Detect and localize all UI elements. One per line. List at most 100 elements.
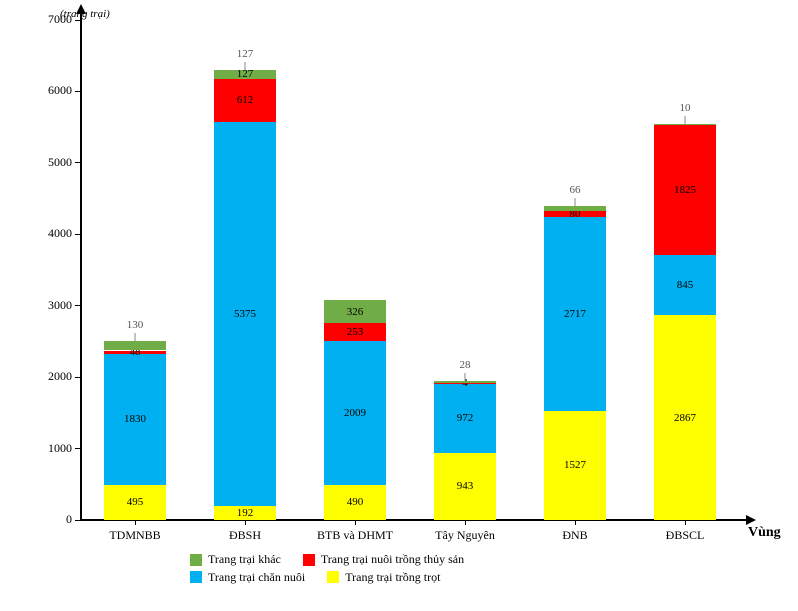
bar-top-leader: [685, 116, 686, 124]
bar-top-label: 10: [680, 102, 691, 114]
bar: 943972428: [434, 381, 496, 520]
legend-item: Trang trại khác: [190, 552, 281, 567]
bar-value-label: 127: [237, 68, 254, 80]
bar-value-label: 972: [457, 412, 474, 424]
legend-row: Trang trại chăn nuôi Trang trại trồng trọ…: [190, 570, 690, 588]
bar-segment: [104, 341, 166, 350]
bar-segment: 972: [434, 383, 496, 452]
bar-segment: [434, 381, 496, 383]
legend-item: Trang trại nuôi trồng thủy sản: [303, 552, 464, 567]
legend-label: Trang trại chăn nuôi: [208, 570, 305, 585]
y-tick-label: 3000: [32, 298, 72, 313]
bar-top-label: 130: [127, 319, 144, 331]
bar-value-label: 5375: [234, 308, 256, 320]
y-tick: [75, 234, 80, 235]
bar: 490 2009 253 326: [324, 300, 386, 520]
bar-value-label: 2009: [344, 407, 366, 419]
bar: 1925375612127127: [214, 70, 276, 520]
x-tick: [575, 520, 576, 525]
bar-segment: [544, 206, 606, 211]
x-tick: [135, 520, 136, 525]
legend-swatch: [303, 554, 315, 566]
bar: 152727178066: [544, 206, 606, 520]
category-label: TDMNBB: [109, 528, 160, 543]
bar-segment: 253: [324, 323, 386, 341]
bar-value-label: 2717: [564, 308, 586, 320]
bar-segment: 326: [324, 300, 386, 323]
y-tick-label: 4000: [32, 226, 72, 241]
x-axis-title: Vùng: [748, 525, 781, 541]
bar-value-label: 326: [347, 306, 364, 318]
x-axis-arrow: [746, 515, 756, 525]
y-tick: [75, 91, 80, 92]
bar-segment: 490: [324, 485, 386, 520]
bar-segment: 2009: [324, 341, 386, 485]
bar-top-leader: [135, 333, 136, 341]
y-tick: [75, 448, 80, 449]
legend-swatch: [327, 571, 339, 583]
bar-value-label: 253: [347, 326, 364, 338]
y-tick: [75, 20, 80, 21]
legend-item: Trang trại trồng trọt: [327, 570, 440, 585]
bar-segment: 5375: [214, 122, 276, 506]
bar-segment: 127: [214, 70, 276, 79]
legend-label: Trang trại khác: [208, 552, 281, 567]
y-axis: [80, 12, 82, 520]
x-tick: [685, 520, 686, 525]
legend-swatch: [190, 554, 202, 566]
bar-value-label: 612: [237, 94, 254, 106]
bar-value-label: 2867: [674, 412, 696, 424]
category-label: ĐBSH: [229, 528, 261, 543]
bar-value-label: 495: [127, 496, 144, 508]
bar: 2867845182510: [654, 124, 716, 520]
category-label: ĐNB: [562, 528, 587, 543]
legend-swatch: [190, 571, 202, 583]
bar-value-label: 1825: [674, 184, 696, 196]
bar: 495183048130: [104, 341, 166, 520]
bar-segment: 2867: [654, 315, 716, 520]
legend-row: Trang trại khác Trang trại nuôi trồng thủ…: [190, 552, 690, 570]
x-tick: [245, 520, 246, 525]
bar-segment: 845: [654, 255, 716, 315]
y-tick: [75, 162, 80, 163]
y-axis-arrow: [76, 4, 86, 14]
bar-value-label: 490: [347, 496, 364, 508]
y-tick-label: 0: [32, 512, 72, 527]
bar-segment: 2717: [544, 217, 606, 411]
x-tick: [355, 520, 356, 525]
bar-segment: [654, 124, 716, 125]
bar-value-label: 192: [237, 507, 254, 519]
legend: Trang trại khác Trang trại nuôi trồng thủ…: [190, 552, 690, 587]
bar-value-label: 845: [677, 279, 694, 291]
bar-segment: 612: [214, 79, 276, 123]
y-tick: [75, 520, 80, 521]
bar-top-label: 127: [237, 48, 254, 60]
bar-segment: 1825: [654, 125, 716, 255]
bar-segment: 495: [104, 485, 166, 520]
bar-top-leader: [465, 373, 466, 381]
chart-container: (trang trại) 010002000300040005000600070…: [0, 0, 798, 611]
category-label: Tây Nguyên: [435, 528, 495, 543]
category-label: BTB và DHMT: [317, 528, 393, 543]
bar-value-label: 943: [457, 480, 474, 492]
bar-segment: 48: [104, 351, 166, 354]
y-tick-label: 5000: [32, 155, 72, 170]
category-label: ĐBSCL: [666, 528, 705, 543]
bar-top-leader: [245, 62, 246, 70]
bar-value-label: 1527: [564, 459, 586, 471]
y-tick-label: 1000: [32, 441, 72, 456]
y-tick-label: 6000: [32, 83, 72, 98]
x-tick: [465, 520, 466, 525]
y-tick-label: 2000: [32, 369, 72, 384]
legend-label: Trang trại nuôi trồng thủy sản: [321, 552, 464, 567]
bar-segment: 1830: [104, 354, 166, 485]
bar-segment: 943: [434, 453, 496, 520]
bar-segment: 80: [544, 211, 606, 217]
y-tick: [75, 377, 80, 378]
legend-label: Trang trại trồng trọt: [345, 570, 440, 585]
bar-top-label: 66: [570, 184, 581, 196]
plot-area: 0100020003000400050006000700049518304813…: [80, 20, 740, 520]
bar-value-label: 1830: [124, 413, 146, 425]
legend-item: Trang trại chăn nuôi: [190, 570, 305, 585]
bar-top-label: 28: [460, 359, 471, 371]
